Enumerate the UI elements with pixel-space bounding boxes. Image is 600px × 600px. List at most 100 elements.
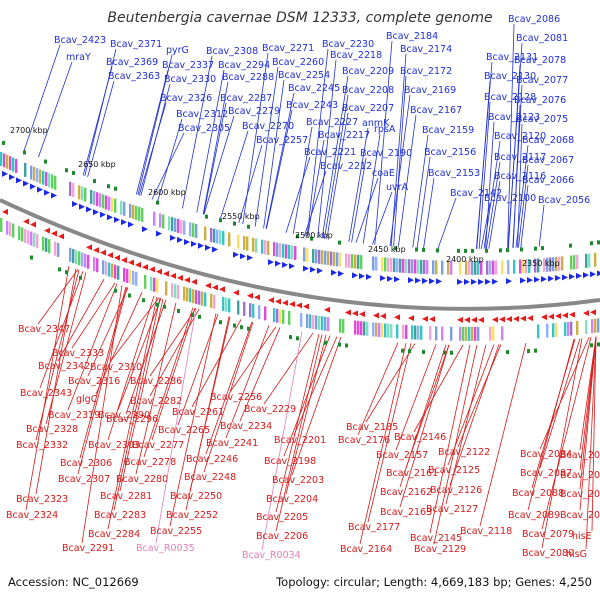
gc-marker xyxy=(247,224,250,229)
gc-marker xyxy=(128,293,131,298)
gene-block-top xyxy=(459,260,462,275)
top-leader-line xyxy=(182,55,213,209)
gene-block-top xyxy=(42,170,45,185)
gene-label-top: Bcav_2294 xyxy=(218,60,270,71)
reverse-gene-arrow xyxy=(555,312,561,319)
gene-block-bottom xyxy=(204,292,207,307)
gene-block-top xyxy=(408,259,411,274)
gene-block-top xyxy=(315,249,318,264)
rna-gene-label: Bcav_R0034 xyxy=(242,550,301,561)
gene-block-bottom xyxy=(585,319,588,334)
reverse-gene-arrow xyxy=(548,313,554,320)
gene-label-bottom: Bcav_2316 xyxy=(68,376,120,387)
gene-block-top xyxy=(30,165,33,180)
gene-label-bottom: Bcav_2084 xyxy=(520,449,572,460)
gene-label-top: Bcav_2117 xyxy=(494,152,546,163)
gene-block-bottom xyxy=(318,315,321,330)
bottom-leader-line xyxy=(149,308,200,397)
forward-gene-arrow xyxy=(212,246,218,253)
gene-block-top xyxy=(252,237,255,252)
gene-label-top: Bcav_2190 xyxy=(360,148,412,159)
gene-label-bottom: Bcav_2052 xyxy=(560,510,600,521)
gene-block-top xyxy=(81,186,84,201)
top-leader-line xyxy=(321,75,349,239)
gene-label-top: Bcav_2209 xyxy=(342,66,394,77)
gene-block-bottom xyxy=(471,326,474,341)
gene-label-bottom: Bcav_2177 xyxy=(348,522,400,533)
bottom-leader-line xyxy=(275,334,323,532)
bottom-leader-line xyxy=(275,333,320,513)
bottom-leader-line xyxy=(191,319,242,408)
gene-block-top xyxy=(345,253,348,268)
gene-label-bottom: Bcav_2185 xyxy=(346,422,398,433)
gene-label-bottom: Bcav_2282 xyxy=(130,396,182,407)
gene-block-top xyxy=(474,260,477,275)
bottom-leader-line xyxy=(541,338,583,549)
gene-leader-lines xyxy=(23,23,597,551)
gene-label-top: Bcav_2078 xyxy=(514,55,566,66)
gene-block-bottom xyxy=(123,267,126,282)
gene-block-top xyxy=(534,258,537,273)
forward-gene-arrow xyxy=(205,244,211,251)
gene-label-bottom: Bcav_2250 xyxy=(170,491,222,502)
forward-gene-arrow xyxy=(44,189,50,196)
gc-marker xyxy=(205,214,208,219)
gc-marker xyxy=(471,248,474,253)
gene-block-top xyxy=(210,227,213,242)
gene-block-top xyxy=(447,260,450,275)
bottom-leader-line xyxy=(119,298,164,492)
gc-marker xyxy=(156,302,159,307)
gene-block-top xyxy=(228,232,231,247)
gene-label-bottom: Bcav_2286 xyxy=(130,376,182,387)
top-leader-line xyxy=(196,69,225,213)
bottom-leader-line xyxy=(81,285,123,544)
gene-block-top xyxy=(513,259,516,274)
gene-block-bottom xyxy=(372,322,375,337)
reverse-gene-arrow xyxy=(142,264,148,271)
gene-label-top: pyrG xyxy=(166,45,189,56)
gc-marker xyxy=(457,248,460,253)
gene-label-top: Bcav_2288 xyxy=(222,72,274,83)
bottom-leader-line xyxy=(185,316,230,511)
reverse-gene-arrow xyxy=(121,257,127,264)
gene-label-bottom: Bcav_2051 xyxy=(560,489,600,500)
gene-block-bottom xyxy=(225,297,228,312)
gene-block-top xyxy=(255,238,258,253)
forward-gene-arrow xyxy=(408,277,414,284)
gene-block-top xyxy=(183,220,186,235)
gene-block-top xyxy=(543,257,546,272)
gene-block-bottom xyxy=(327,317,330,332)
bottom-leader-line xyxy=(291,336,342,476)
gene-block-top xyxy=(78,185,81,200)
gene-label-top: Bcav_2130 xyxy=(484,71,536,82)
gc-marker xyxy=(296,234,299,239)
bottom-leader-line xyxy=(531,338,576,489)
forward-gene-arrow xyxy=(471,278,477,285)
gene-label-bottom: hisE xyxy=(572,531,592,542)
reverse-gene-arrow xyxy=(30,221,36,228)
rna-gene-label: Bcav_R0035 xyxy=(136,543,195,554)
forward-gene-arrow xyxy=(303,265,309,272)
gene-block-bottom xyxy=(546,323,549,338)
gene-block-top xyxy=(450,260,453,275)
reverse-gene-arrow xyxy=(93,247,99,254)
gc-marker xyxy=(324,340,327,345)
forward-gene-arrow xyxy=(576,272,582,279)
gene-block-top xyxy=(90,189,93,204)
gene-block-bottom xyxy=(342,319,345,334)
gene-block-top xyxy=(396,258,399,273)
gc-marker xyxy=(464,248,467,253)
gene-block-bottom xyxy=(144,274,147,289)
gene-block-bottom xyxy=(93,257,96,272)
gc-marker xyxy=(408,349,411,354)
gene-block-bottom xyxy=(288,310,291,325)
gene-block-top xyxy=(471,260,474,275)
gene-block-bottom xyxy=(300,313,303,327)
gene-label-bottom: Bcav_2146 xyxy=(394,432,446,443)
bottom-leader-line xyxy=(413,344,464,433)
gene-block-bottom xyxy=(33,232,36,247)
gene-label-bottom: Bcav_2176 xyxy=(338,435,390,446)
reverse-gene-arrow xyxy=(107,252,113,259)
gene-block-top xyxy=(507,260,510,275)
reverse-gene-arrow xyxy=(296,302,302,309)
